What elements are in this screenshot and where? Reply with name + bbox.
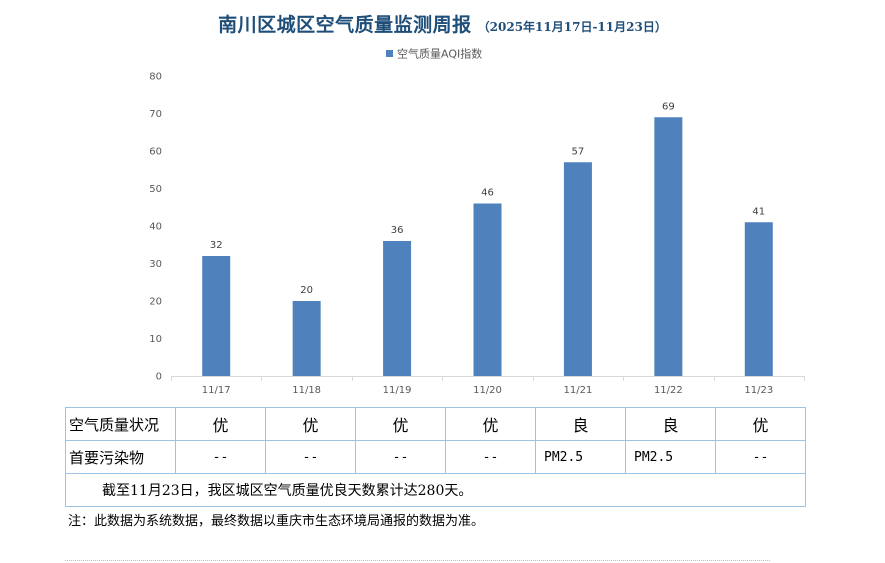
y-tick-label: 0 <box>156 372 162 383</box>
y-tick-label: 30 <box>149 259 162 270</box>
quality-cell: 优 <box>175 407 266 441</box>
data-label: 69 <box>662 101 675 112</box>
y-tick-label: 10 <box>149 334 162 345</box>
x-tick-label: 11/20 <box>473 385 502 396</box>
bar <box>654 117 683 376</box>
x-axis: 11/17 11/18 11/19 11/20 11/21 11/22 11/23 <box>171 376 805 396</box>
chart-title-main: 南川区城区空气质量监测周报 <box>218 14 472 36</box>
summary-text: 截至11月23日，我区城区空气质量优良天数累计达280天。 <box>65 473 806 507</box>
y-tick-label: 50 <box>149 184 162 195</box>
pollutant-cell: -- <box>355 440 446 474</box>
pollutant-cell: -- <box>715 440 806 474</box>
data-label: 32 <box>210 240 223 251</box>
x-tick-label: 11/21 <box>564 385 593 396</box>
data-labels: 32 20 36 46 57 69 41 <box>210 101 765 296</box>
chart-title-date-range: （2025年11月17日-11月23日） <box>477 20 667 34</box>
quality-row: 空气质量状况 优 优 优 优 良 良 优 <box>65 407 806 441</box>
quality-cell: 良 <box>625 407 716 441</box>
bar <box>563 162 592 376</box>
pollutant-cell: PM2.5 <box>535 440 626 474</box>
y-tick-label: 80 <box>149 72 162 83</box>
bar <box>473 203 502 376</box>
x-tick-label: 11/17 <box>202 385 231 396</box>
x-tick-label: 11/23 <box>744 385 773 396</box>
data-label: 41 <box>752 206 765 217</box>
bar-series <box>202 117 773 376</box>
x-tick-label: 11/18 <box>292 385 321 396</box>
bar <box>383 241 412 376</box>
chart-title: 南川区城区空气质量监测周报 （2025年11月17日-11月23日） <box>0 10 885 37</box>
bottom-divider <box>65 560 770 561</box>
quality-cell: 优 <box>265 407 356 441</box>
data-label: 36 <box>391 225 404 236</box>
bar <box>744 222 773 376</box>
status-table: 空气质量状况 优 优 优 优 良 良 优 首要污染物 -- -- -- -- P… <box>65 407 806 507</box>
pollutant-cell: PM2.5 <box>625 440 716 474</box>
legend-swatch <box>386 50 393 57</box>
quality-cell: 优 <box>715 407 806 441</box>
x-tick-label: 11/19 <box>383 385 412 396</box>
x-tick-label: 11/22 <box>654 385 683 396</box>
data-label: 46 <box>481 188 494 199</box>
bar <box>202 256 231 376</box>
pollutant-row-label: 首要污染物 <box>65 440 176 474</box>
y-tick-label: 20 <box>149 297 162 308</box>
quality-cell: 优 <box>355 407 446 441</box>
y-tick-label: 60 <box>149 147 162 158</box>
pollutant-cell: -- <box>175 440 266 474</box>
quality-cell: 良 <box>535 407 626 441</box>
bar <box>292 301 321 376</box>
quality-row-label: 空气质量状况 <box>65 407 176 441</box>
quality-cell: 优 <box>445 407 536 441</box>
pollutant-row: 首要污染物 -- -- -- -- PM2.5 PM2.5 -- <box>65 440 806 474</box>
pollutant-cell: -- <box>445 440 536 474</box>
legend-label: 空气质量AQI指数 <box>397 47 482 61</box>
summary-row: 截至11月23日，我区城区空气质量优良天数累计达280天。 <box>65 473 806 507</box>
y-tick-label: 40 <box>149 222 162 233</box>
y-axis: 0 10 20 30 40 50 60 70 80 <box>149 72 162 383</box>
footnote: 注：此数据为系统数据，最终数据以重庆市生态环境局通报的数据为准。 <box>68 514 485 529</box>
data-label: 57 <box>572 146 585 157</box>
data-label: 20 <box>300 285 313 296</box>
pollutant-cell: -- <box>265 440 356 474</box>
y-tick-label: 70 <box>149 109 162 120</box>
chart-legend: 空气质量AQI指数 <box>386 47 482 61</box>
